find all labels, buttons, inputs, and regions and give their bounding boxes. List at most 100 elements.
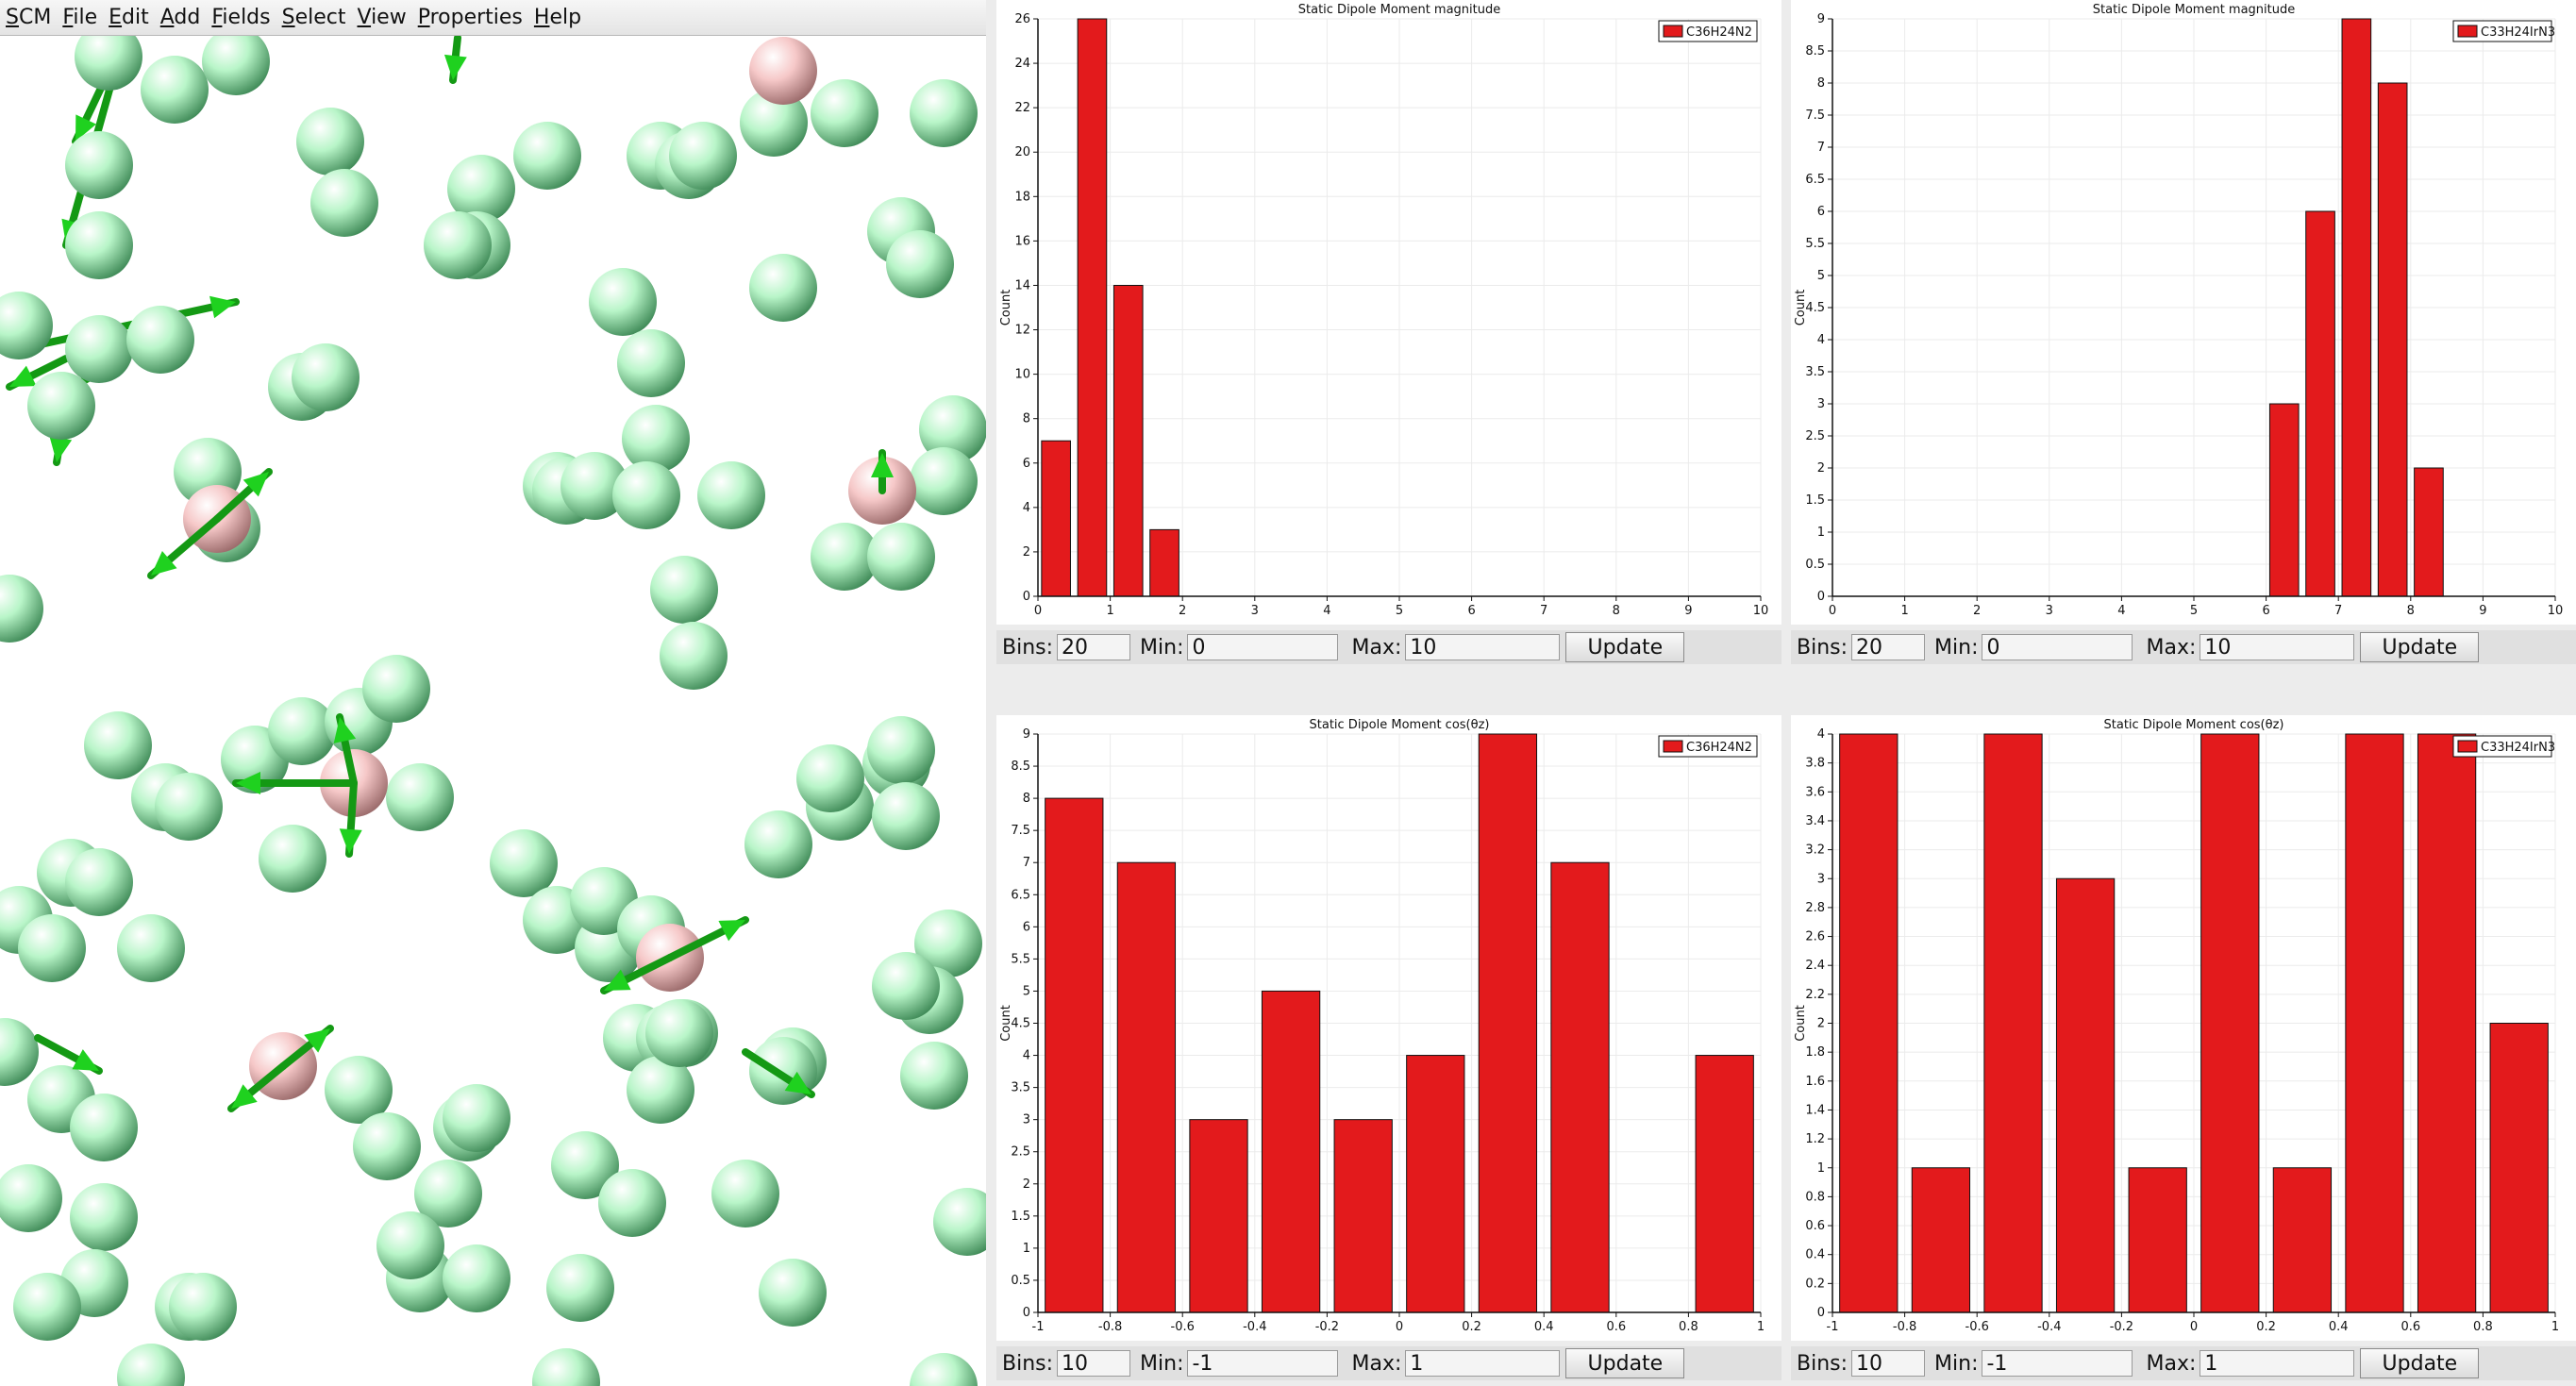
green-atom[interactable] [325, 1056, 393, 1124]
green-atom[interactable] [910, 79, 978, 147]
menu-properties[interactable]: Properties [417, 6, 523, 29]
histogram-plot-area[interactable]: -1 -0.8 -0.6 -0.4 -0.2 0 0.2 0.4 0.6 0.8 1 0 0.5 1 1.5… [996, 715, 1781, 1341]
min-input[interactable] [1187, 1350, 1339, 1377]
green-atom[interactable] [886, 230, 954, 298]
green-atom[interactable] [900, 1042, 968, 1110]
green-atom[interactable] [560, 452, 628, 520]
bins-input[interactable] [1057, 634, 1131, 660]
green-atom[interactable] [867, 716, 935, 784]
green-atom[interactable] [27, 372, 95, 440]
pink-atom[interactable] [749, 37, 817, 105]
green-atom[interactable] [65, 131, 133, 199]
max-input[interactable] [2200, 634, 2355, 660]
green-atom[interactable] [259, 825, 326, 893]
green-atom[interactable] [169, 1273, 237, 1341]
green-atom[interactable] [749, 254, 817, 322]
green-atom[interactable] [697, 461, 765, 529]
green-atom[interactable] [598, 1169, 666, 1237]
green-atom[interactable] [914, 910, 982, 977]
menu-add[interactable]: Add [159, 6, 201, 29]
green-atom[interactable] [18, 914, 86, 982]
update-button[interactable]: Update [2360, 1348, 2480, 1378]
green-atom[interactable] [70, 1094, 138, 1161]
green-atom[interactable] [353, 1112, 421, 1180]
green-atom[interactable] [589, 268, 657, 336]
green-atom[interactable] [910, 1353, 978, 1386]
min-input[interactable] [1187, 634, 1339, 660]
green-atom[interactable] [551, 1131, 619, 1199]
green-atom[interactable] [386, 763, 454, 831]
green-atom[interactable] [0, 292, 53, 359]
menu-fields[interactable]: Fields [211, 6, 271, 29]
green-atom[interactable] [292, 343, 360, 411]
green-atom[interactable] [0, 575, 43, 643]
update-button[interactable]: Update [1565, 632, 1685, 662]
green-atom[interactable] [919, 395, 986, 463]
green-atom[interactable] [424, 211, 492, 279]
green-atom[interactable] [65, 211, 133, 279]
green-atom[interactable] [872, 782, 940, 850]
green-atom[interactable] [740, 89, 808, 157]
molecule-viewer[interactable]: SCM File Edit Add Fields Select View Pro… [0, 0, 986, 1386]
green-atom[interactable] [546, 1254, 614, 1322]
green-atom[interactable] [141, 56, 209, 124]
green-atom[interactable] [296, 108, 364, 175]
green-atom[interactable] [796, 744, 864, 812]
green-atom[interactable] [622, 405, 690, 473]
green-atom[interactable] [75, 23, 142, 91]
green-atom[interactable] [362, 655, 430, 723]
green-atom[interactable] [532, 1348, 600, 1386]
green-atom[interactable] [443, 1244, 510, 1312]
green-atom[interactable] [612, 461, 680, 529]
green-atom[interactable] [117, 1344, 185, 1386]
menu-view[interactable]: View [357, 6, 407, 29]
green-atom[interactable] [650, 556, 718, 624]
green-atom[interactable] [933, 1188, 986, 1256]
menu-help[interactable]: Help [533, 6, 582, 29]
green-atom[interactable] [414, 1160, 482, 1227]
green-atom[interactable] [617, 329, 685, 397]
max-input[interactable] [2200, 1350, 2355, 1377]
max-input[interactable] [1405, 1350, 1561, 1377]
green-atom[interactable] [376, 1211, 444, 1279]
green-atom[interactable] [202, 27, 270, 95]
bins-input[interactable] [1851, 634, 1926, 660]
green-atom[interactable] [627, 1056, 694, 1124]
max-input[interactable] [1405, 634, 1561, 660]
green-atom[interactable] [443, 1084, 510, 1152]
green-atom[interactable] [117, 914, 185, 982]
green-atom[interactable] [744, 810, 812, 878]
histogram-plot-area[interactable]: 0 1 2 3 4 5 6 7 8 9 10 0 0.5 1 1.5 2 2.5 3 3.5 4 4.5 5 5.5 6 6.5… [1791, 0, 2576, 625]
green-atom[interactable] [0, 1018, 39, 1086]
min-input[interactable] [1982, 634, 2133, 660]
green-atom[interactable] [811, 79, 878, 147]
green-atom[interactable] [660, 622, 728, 690]
green-atom[interactable] [811, 523, 878, 591]
min-input[interactable] [1982, 1350, 2133, 1377]
update-button[interactable]: Update [1565, 1348, 1685, 1378]
bins-input[interactable] [1851, 1350, 1926, 1377]
green-atom[interactable] [0, 1164, 62, 1232]
green-atom[interactable] [645, 999, 713, 1067]
histogram-plot-area[interactable]: 0 1 2 3 4 5 6 7 8 9 10 0 2 4 6 8 10 12 14 16 18 20 22 24 26 Stati… [996, 0, 1781, 625]
bins-input[interactable] [1057, 1350, 1131, 1377]
green-atom[interactable] [867, 523, 935, 591]
menu-edit[interactable]: Edit [109, 6, 149, 29]
green-atom[interactable] [910, 447, 978, 515]
histogram-plot-area[interactable]: -1 -0.8 -0.6 -0.4 -0.2 0 0.2 0.4 0.6 0.8 1 0 0.2 0.4 0… [1791, 715, 2576, 1341]
green-atom[interactable] [490, 829, 558, 897]
green-atom[interactable] [126, 306, 194, 374]
green-atom[interactable] [513, 122, 581, 190]
green-atom[interactable] [447, 155, 515, 223]
green-atom[interactable] [872, 952, 940, 1020]
green-atom[interactable] [65, 315, 133, 383]
menu-select[interactable]: Select [281, 6, 346, 29]
green-atom[interactable] [84, 711, 152, 779]
green-atom[interactable] [669, 122, 737, 190]
green-atom[interactable] [155, 773, 223, 841]
green-atom[interactable] [65, 848, 133, 916]
green-atom[interactable] [13, 1273, 81, 1341]
green-atom[interactable] [711, 1160, 779, 1227]
green-atom[interactable] [268, 697, 336, 765]
green-atom[interactable] [759, 1259, 827, 1327]
